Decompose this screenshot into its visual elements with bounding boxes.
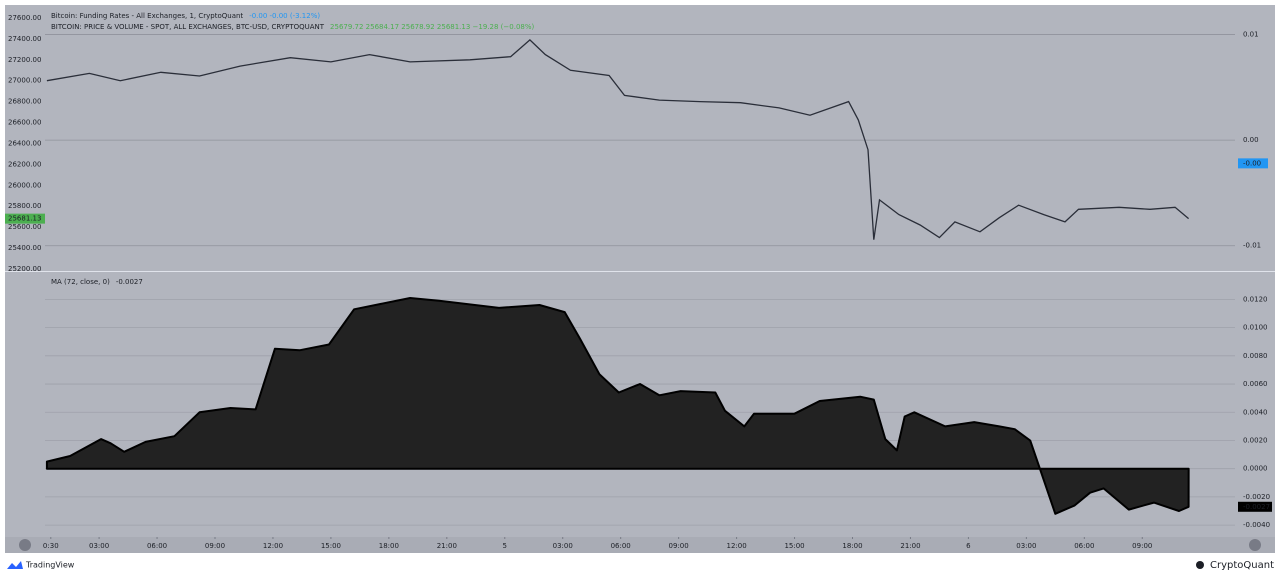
time-axis-bar <box>5 537 1275 553</box>
x-tick-label: 09:00 <box>205 542 225 550</box>
x-tick-label: 5 <box>503 542 507 550</box>
x-tick-label: 21:00 <box>437 542 457 550</box>
y2-tick-label: -0.01 <box>1243 242 1261 250</box>
legend-values: -0.00 -0.00 (-3.12%) <box>249 12 320 20</box>
legend-funding: Bitcoin: Funding Rates - All Exchanges, … <box>51 12 320 20</box>
y-tick-label: 26200.00 <box>8 160 41 168</box>
x-tick-label: 03:00 <box>553 542 573 550</box>
x-tick-label: 0:30 <box>43 542 59 550</box>
x-tick-label: 6 <box>966 542 971 550</box>
cryptoquant-logo: CryptoQuant <box>1196 560 1274 571</box>
x-tick-label: 15:00 <box>784 542 804 550</box>
y2-tick-label: 0.00 <box>1243 136 1259 144</box>
x-tick-label: 06:00 <box>1074 542 1094 550</box>
legend-title: MA (72, close, 0) <box>51 278 110 286</box>
y-tick-label: 25200.00 <box>8 265 41 273</box>
x-tick-label: 03:00 <box>1016 542 1036 550</box>
legend-title: Bitcoin: Funding Rates - All Exchanges, … <box>51 12 243 20</box>
y-tick-label: -0.0040 <box>1243 521 1270 529</box>
funding-marker-label: -0.00 <box>1243 159 1261 167</box>
y-tick-label: 26000.00 <box>8 181 41 189</box>
footer-left: TradingView <box>25 561 75 570</box>
y-tick-label: 26800.00 <box>8 98 41 106</box>
y-tick-label: 0.0020 <box>1243 436 1268 444</box>
legend-ma: MA (72, close, 0) -0.0027 <box>51 278 143 286</box>
ma-area <box>45 297 1190 515</box>
y-tick-label: 0.0000 <box>1243 465 1268 473</box>
logo-icon <box>1196 561 1204 569</box>
legend-value: -0.0027 <box>116 278 143 286</box>
x-tick-label: 18:00 <box>842 542 862 550</box>
x-tick-label: 03:00 <box>89 542 109 550</box>
y-tick-label: 25800.00 <box>8 202 41 210</box>
y-tick-label: -0.0020 <box>1243 493 1270 501</box>
y-tick-label: 27400.00 <box>8 35 41 43</box>
y-tick-label: 0.0040 <box>1243 408 1268 416</box>
x-tick-label: 06:00 <box>611 542 631 550</box>
footer-right: CryptoQuant <box>1210 560 1274 571</box>
last-price-box <box>5 213 45 224</box>
last-price-label: 25681.13 <box>8 215 41 223</box>
x-tick-label: 15:00 <box>321 542 341 550</box>
y-tick-label: 0.0120 <box>1243 295 1268 303</box>
y-tick-label: 0.0100 <box>1243 324 1268 332</box>
legend-title: BITCOIN: PRICE & VOLUME - SPOT, ALL EXCH… <box>51 23 325 31</box>
y-tick-label: 26600.00 <box>8 119 41 127</box>
x-tick-label: 09:00 <box>1132 542 1152 550</box>
y-tick-label: 26400.00 <box>8 139 41 147</box>
last-ma-label: -0.0027 <box>1243 503 1270 511</box>
x-tick-label: 12:00 <box>726 542 746 550</box>
logo-icon <box>7 561 23 569</box>
last-ma-box <box>1238 501 1272 512</box>
scroll-left[interactable] <box>19 539 31 551</box>
x-tick-label: 09:00 <box>669 542 689 550</box>
x-tick-label: 21:00 <box>900 542 920 550</box>
y-tick-label: 27000.00 <box>8 77 41 85</box>
y-tick-label: 0.0060 <box>1243 380 1268 388</box>
y2-tick-label: 0.01 <box>1243 31 1259 39</box>
price-line <box>46 39 1190 240</box>
y-tick-label: 25400.00 <box>8 244 41 252</box>
tradingview-logo[interactable]: TradingView <box>7 561 75 570</box>
funding-marker-box <box>1238 158 1268 169</box>
x-tick-label: 12:00 <box>263 542 283 550</box>
y-tick-label: 27200.00 <box>8 56 41 64</box>
x-tick-label: 18:00 <box>379 542 399 550</box>
y-tick-label: 0.0080 <box>1243 352 1268 360</box>
legend-price: BITCOIN: PRICE & VOLUME - SPOT, ALL EXCH… <box>51 23 534 31</box>
scroll-right[interactable] <box>1249 539 1261 551</box>
x-tick-label: 06:00 <box>147 542 167 550</box>
y-tick-label: 27600.00 <box>8 14 41 22</box>
legend-values: 25679.72 25684.17 25678.92 25681.13 −19.… <box>330 23 534 31</box>
y-tick-label: 25600.00 <box>8 223 41 231</box>
